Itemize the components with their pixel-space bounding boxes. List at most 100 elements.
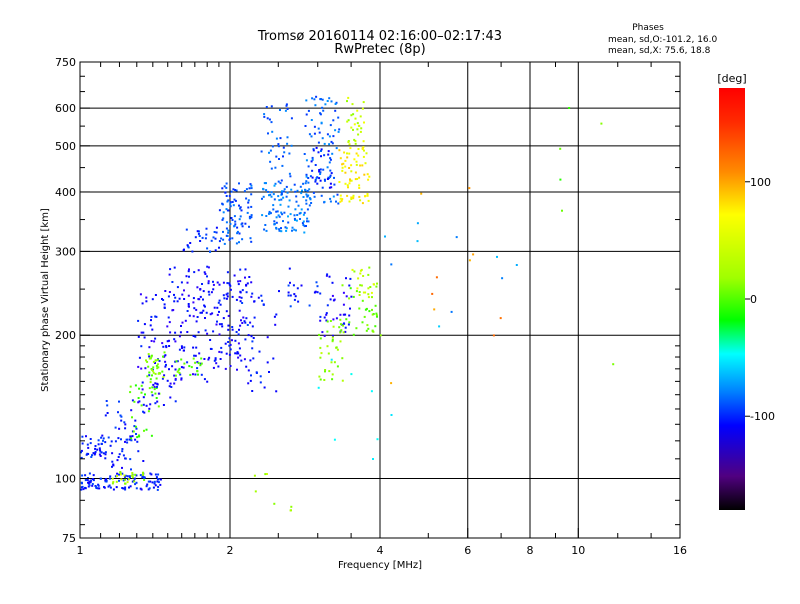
data-point bbox=[137, 450, 140, 453]
data-point bbox=[338, 149, 341, 152]
data-point bbox=[100, 436, 103, 439]
x-axis-label: Frequency [MHz] bbox=[338, 560, 422, 571]
colorbar-tick-label: 100 bbox=[750, 176, 771, 189]
data-point bbox=[248, 217, 251, 220]
data-point bbox=[252, 357, 255, 360]
data-point bbox=[265, 106, 268, 108]
data-point bbox=[309, 175, 312, 178]
data-point bbox=[311, 169, 314, 172]
data-point bbox=[134, 425, 137, 428]
data-point bbox=[212, 366, 215, 369]
data-point bbox=[86, 452, 89, 455]
data-point bbox=[223, 297, 226, 300]
data-point bbox=[163, 307, 166, 309]
data-point bbox=[208, 293, 211, 296]
data-point bbox=[348, 314, 351, 317]
data-point bbox=[318, 170, 321, 173]
data-point bbox=[233, 215, 236, 218]
data-point bbox=[151, 374, 153, 377]
data-point bbox=[359, 284, 362, 287]
data-point bbox=[225, 195, 228, 197]
data-point bbox=[277, 145, 280, 148]
data-point bbox=[207, 266, 210, 269]
data-point bbox=[199, 295, 202, 298]
data-point bbox=[313, 98, 316, 101]
data-point bbox=[305, 173, 308, 176]
data-point bbox=[347, 186, 349, 189]
data-point bbox=[157, 485, 160, 488]
data-point bbox=[141, 388, 144, 391]
colorbar-label: [deg] bbox=[717, 72, 746, 85]
data-point bbox=[341, 284, 344, 287]
data-point bbox=[205, 227, 208, 230]
data-point bbox=[112, 480, 115, 483]
data-point bbox=[89, 438, 92, 440]
data-point bbox=[234, 189, 237, 191]
data-point bbox=[331, 373, 334, 376]
data-point bbox=[371, 330, 374, 333]
data-point bbox=[310, 119, 313, 121]
data-point bbox=[346, 194, 349, 197]
data-point bbox=[154, 372, 157, 375]
data-point bbox=[310, 202, 313, 204]
data-point bbox=[249, 379, 252, 382]
data-point bbox=[233, 274, 236, 277]
data-point bbox=[331, 340, 334, 343]
data-point bbox=[171, 365, 174, 368]
data-point bbox=[141, 476, 144, 479]
data-point bbox=[129, 458, 132, 461]
data-point bbox=[131, 416, 133, 419]
data-point bbox=[118, 400, 120, 403]
data-point bbox=[150, 315, 153, 318]
data-point bbox=[132, 430, 135, 433]
data-point bbox=[361, 299, 364, 302]
data-point bbox=[233, 225, 236, 228]
data-point bbox=[227, 328, 230, 331]
data-point bbox=[186, 281, 189, 284]
data-point bbox=[280, 198, 283, 201]
data-point bbox=[227, 231, 230, 234]
data-point bbox=[124, 440, 126, 443]
data-point bbox=[326, 320, 329, 323]
data-point bbox=[148, 371, 151, 374]
data-point bbox=[227, 324, 230, 327]
x-tick-label: 4 bbox=[377, 544, 384, 557]
data-point bbox=[95, 487, 98, 489]
data-point bbox=[118, 473, 120, 476]
data-point bbox=[124, 486, 127, 489]
data-point bbox=[120, 419, 123, 422]
data-point bbox=[359, 115, 362, 118]
data-point bbox=[87, 477, 89, 479]
data-point bbox=[241, 222, 244, 225]
data-point bbox=[120, 473, 122, 476]
data-point bbox=[105, 400, 108, 402]
data-point bbox=[341, 169, 344, 172]
data-point bbox=[329, 197, 332, 200]
data-point bbox=[316, 291, 319, 294]
data-point bbox=[287, 284, 290, 287]
data-point bbox=[435, 276, 438, 279]
data-point bbox=[339, 340, 342, 343]
data-point bbox=[229, 201, 232, 204]
data-point bbox=[209, 339, 212, 341]
data-point bbox=[390, 263, 393, 266]
data-point bbox=[199, 240, 202, 242]
data-point bbox=[341, 357, 344, 360]
data-point bbox=[356, 178, 359, 180]
data-point bbox=[224, 191, 227, 194]
data-point bbox=[326, 330, 329, 333]
data-point bbox=[348, 321, 351, 324]
data-point bbox=[197, 269, 200, 272]
data-point bbox=[168, 368, 170, 371]
data-point bbox=[271, 130, 274, 133]
data-point bbox=[339, 313, 342, 316]
data-point bbox=[206, 247, 209, 250]
data-point bbox=[189, 242, 192, 244]
data-point bbox=[141, 473, 144, 476]
data-point bbox=[238, 182, 240, 185]
data-point bbox=[362, 146, 365, 149]
data-point bbox=[455, 236, 458, 239]
data-point bbox=[169, 382, 172, 385]
x-tick-label: 6 bbox=[464, 544, 471, 557]
data-point bbox=[515, 264, 518, 266]
